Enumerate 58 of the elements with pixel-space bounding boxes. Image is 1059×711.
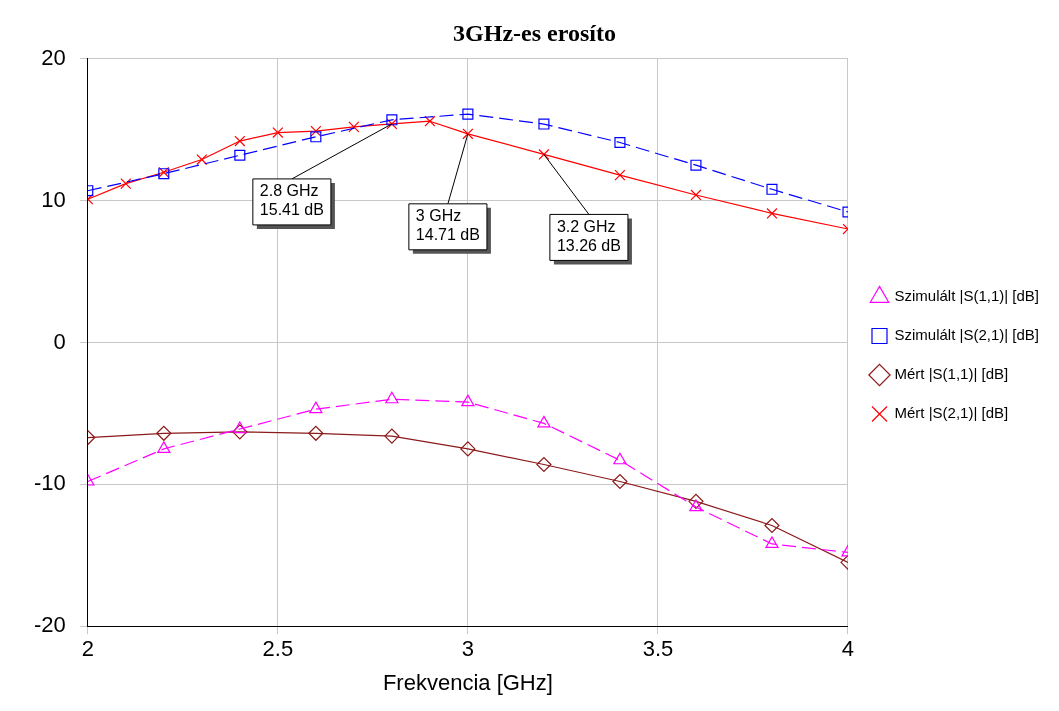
point <box>233 421 247 434</box>
annotation: 2.8 GHz 15.41 dB <box>259 182 324 219</box>
point <box>461 394 475 407</box>
y-tick-label: -20 <box>34 612 66 638</box>
point <box>538 148 550 160</box>
point <box>462 128 474 140</box>
point <box>348 121 360 133</box>
point <box>120 178 132 190</box>
legend-label: Szimulált |S(1,1)| [dB] <box>894 287 1040 305</box>
point <box>272 127 284 139</box>
point <box>310 125 322 137</box>
point <box>385 391 399 404</box>
point <box>764 517 780 534</box>
point <box>232 424 248 440</box>
point <box>310 131 322 143</box>
point <box>688 493 704 509</box>
x-tick-label: 3.5 <box>642 636 674 662</box>
legend-label: Szimulált |S(2,1)| [dB] <box>894 326 1040 344</box>
point <box>537 415 551 428</box>
point <box>424 115 436 127</box>
point <box>689 499 703 512</box>
point <box>386 114 398 126</box>
point <box>690 189 702 201</box>
point <box>156 425 172 441</box>
point <box>538 118 550 130</box>
point <box>234 135 246 147</box>
legend-label: Mért |S(1,1)| [dB] <box>894 365 1009 383</box>
y-tick-label: 10 <box>41 186 66 212</box>
point <box>386 118 398 130</box>
y-tick-label: 20 <box>41 44 66 70</box>
point <box>308 425 324 441</box>
x-axis-title: Frekvencia [GHz] <box>382 669 553 695</box>
point <box>157 441 171 453</box>
x-tick-label: 4 <box>841 636 855 662</box>
legend-label: Mért |S(2,1)| [dB] <box>894 404 1009 422</box>
point <box>766 183 778 195</box>
point <box>234 149 246 161</box>
annotation: 3.2 GHz 13.26 dB <box>556 217 621 254</box>
point <box>614 169 626 181</box>
x-tick-label: 3 <box>461 636 475 662</box>
point <box>384 428 400 444</box>
point <box>612 473 628 490</box>
point <box>536 456 552 473</box>
point <box>460 441 476 457</box>
y-tick-label: 0 <box>53 328 66 354</box>
y-tick-label: -10 <box>34 470 66 496</box>
point <box>690 159 702 171</box>
point <box>766 207 778 219</box>
point <box>765 536 779 549</box>
annotation: 3 GHz 14.71 dB <box>415 207 480 244</box>
point <box>614 136 626 149</box>
chart-title: 3GHz-es erosíto <box>453 19 616 46</box>
x-tick-label: 2.5 <box>262 636 294 662</box>
point <box>462 108 474 120</box>
x-tick-label: 2 <box>81 636 94 662</box>
point <box>613 452 627 465</box>
point <box>309 401 323 414</box>
point <box>196 153 208 166</box>
